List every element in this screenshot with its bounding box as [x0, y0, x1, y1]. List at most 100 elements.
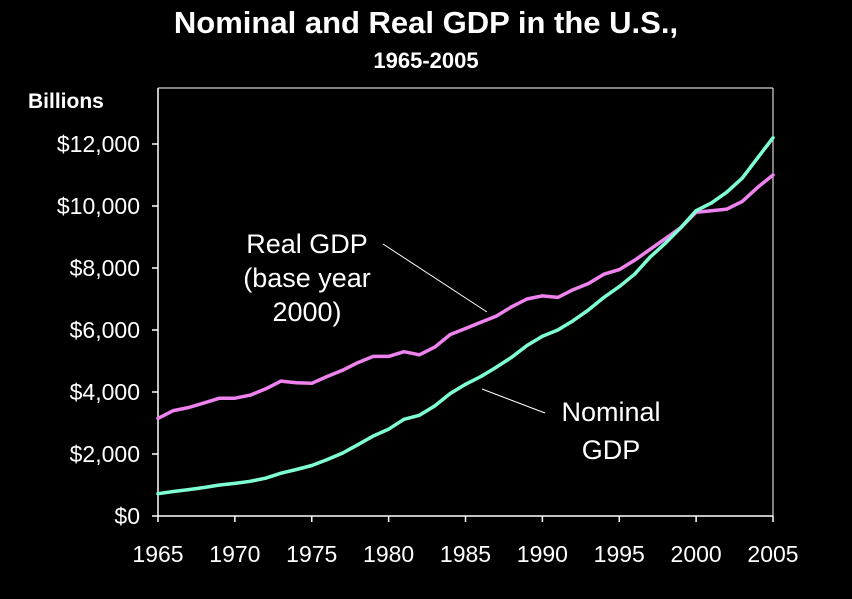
nominal-gdp-line-point [433, 404, 437, 408]
nominal-gdp-line-point [740, 176, 744, 180]
nominal-gdp-line-point [510, 355, 514, 359]
nominal-gdp-line-point [171, 489, 175, 494]
y-tick-label: $12,000 [57, 131, 140, 157]
x-tick-label: 1990 [517, 541, 568, 567]
real-gdp-line [156, 173, 775, 421]
nominal-gdp-line-point [540, 334, 544, 338]
nominal-gdp-line-point [264, 476, 268, 480]
real-gdp-line-point [356, 360, 360, 365]
chart-title: Nominal and Real GDP in the U.S., [173, 5, 679, 40]
real-gdp-annotation: (base year [243, 263, 371, 293]
y-tick-label: $0 [114, 503, 140, 529]
real-gdp-line-point [325, 374, 329, 379]
nominal-gdp-line-point [340, 451, 345, 455]
real-gdp-line-point [310, 381, 314, 385]
nominal-gdp-line-point [248, 479, 252, 483]
real-gdp-line-point [371, 354, 375, 358]
nominal-gdp-line-point [387, 427, 391, 431]
nominal-gdp-line-point [479, 374, 483, 379]
real-gdp-line-point [571, 288, 575, 292]
nominal-gdp-line-point [756, 156, 760, 160]
real-gdp-line-point [709, 209, 714, 213]
y-tick-label: $10,000 [57, 193, 140, 219]
real-gdp-line-point [187, 405, 191, 410]
nominal-gdp-line-point [633, 272, 637, 276]
nominal-gdp-line-point [356, 443, 360, 447]
real-gdp-line-point [264, 387, 268, 391]
nominal-gdp-line-point [725, 190, 729, 194]
nominal-gdp-line-point [294, 467, 298, 472]
real-gdp-line-point [402, 350, 406, 354]
real-gdp-line-point [448, 333, 452, 337]
nominal-gdp-line-point [771, 136, 775, 140]
real-gdp-line-point [494, 314, 498, 318]
real-gdp-line-point [756, 185, 760, 189]
nominal-gdp-line-point [525, 343, 529, 348]
real-gdp-line-point [617, 267, 621, 272]
real-gdp-line-point [602, 272, 606, 276]
nominal-gdp-line-point [663, 241, 667, 245]
nominal-gdp-line-point [602, 295, 606, 300]
real-gdp-line-point [156, 416, 160, 420]
y-tick-label: $8,000 [70, 255, 140, 281]
real-gdp-line-point [586, 281, 591, 286]
real-gdp-line-point [771, 173, 775, 177]
nominal-gdp-line-point [648, 255, 652, 259]
real-gdp-line-point [479, 320, 483, 324]
nominal-gdp-line-point [217, 483, 222, 487]
nominal-gdp-annotation: Nominal [561, 397, 660, 427]
real-gdp-line-point [217, 396, 222, 400]
real-gdp-line-point [663, 236, 667, 241]
real-gdp-line-point [633, 258, 637, 262]
real-gdp-line-point [725, 207, 729, 211]
real-gdp-line-point [233, 396, 237, 400]
x-tick-label: 1965 [132, 541, 183, 567]
nominal-gdp-line-point [494, 365, 498, 369]
nominal-gdp-line-point [694, 209, 698, 213]
real-gdp-line-point [463, 326, 468, 331]
x-tick-label: 1985 [440, 541, 491, 567]
nominal-gdp-line-point [556, 328, 560, 332]
nominal-gdp-line-point [233, 481, 237, 486]
y-tick-label: $2,000 [70, 441, 140, 467]
x-tick-label: 2005 [747, 541, 798, 567]
chart-subtitle: 1965-2005 [373, 48, 479, 73]
real-gdp-line-point [740, 199, 744, 203]
nominal-gdp-line-point [156, 492, 160, 496]
x-tick-label: 1995 [594, 541, 645, 567]
nominal-gdp-line-point [187, 488, 191, 492]
y-axis-label: Billions [28, 90, 104, 113]
nominal-gdp-line-point [571, 319, 575, 323]
real-gdp-line-point [648, 247, 652, 251]
nominal-gdp-line-point [709, 201, 714, 205]
real-gdp-line-point [279, 379, 283, 383]
real-gdp-annotation: Real GDP [246, 229, 368, 259]
nominal-gdp-line [156, 136, 775, 496]
nominal-gdp-line-point [371, 434, 375, 438]
nominal-gdp-line-point [202, 485, 206, 490]
real-gdp-line-point [294, 381, 298, 385]
real-gdp-line-point [525, 297, 529, 301]
real-gdp-line-point [248, 393, 252, 397]
nominal-gdp-line-point [679, 226, 683, 230]
nominal-gdp-line-point [402, 417, 406, 421]
nominal-gdp-annotation: GDP [582, 435, 641, 465]
real-gdp-line-point [540, 294, 544, 298]
x-tick-label: 1975 [286, 541, 337, 567]
nominal-gdp-line-point [310, 463, 314, 468]
nominal-gdp-line-point [617, 285, 621, 289]
y-tick-label: $6,000 [70, 317, 140, 343]
real-gdp-line-point [556, 295, 560, 300]
real-gdp-line-point [171, 409, 175, 413]
real-gdp-line-point [340, 368, 345, 372]
nominal-gdp-line-point [417, 413, 421, 417]
real-gdp-line-point [417, 353, 421, 357]
real-gdp-line-point [387, 354, 391, 358]
nominal-gdp-line-point [448, 391, 452, 396]
real-gdp-annotation: 2000) [272, 297, 341, 327]
nominal-gdp-line-point [586, 308, 591, 312]
nominal-gdp-line-point [463, 382, 468, 386]
x-tick-label: 1980 [363, 541, 414, 567]
real-gdp-line-point [202, 401, 206, 405]
